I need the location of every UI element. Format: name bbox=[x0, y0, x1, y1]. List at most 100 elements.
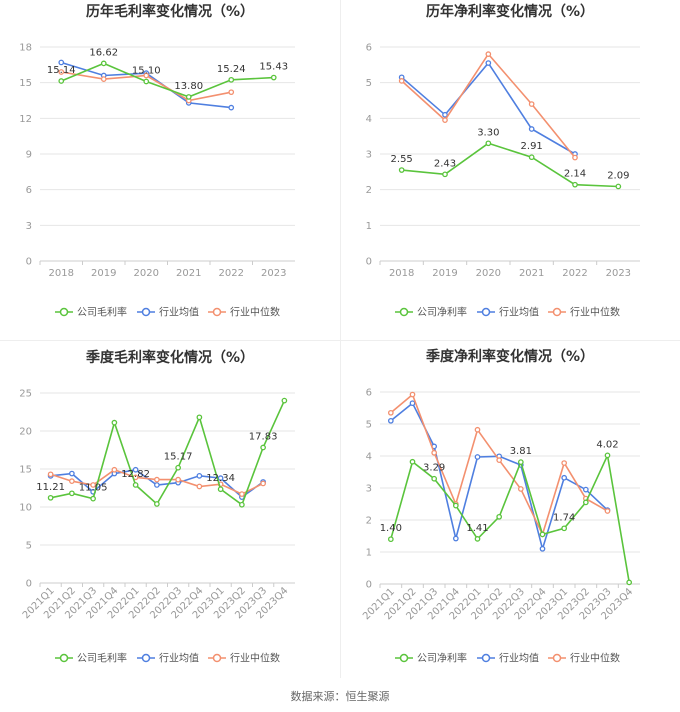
data-point-median bbox=[196, 483, 203, 490]
y-tick-label: 12 bbox=[19, 114, 32, 125]
data-point-median bbox=[154, 476, 160, 483]
legend-label: 行业中位数 bbox=[570, 652, 620, 665]
legend-label: 行业均值 bbox=[499, 306, 539, 319]
data-point-avg bbox=[474, 454, 481, 460]
y-tick-label: 6 bbox=[366, 43, 372, 54]
y-tick-label: 3 bbox=[26, 221, 32, 232]
data-point-company bbox=[196, 414, 203, 421]
data-point-median bbox=[528, 101, 535, 107]
chart-panel-3: 季度毛利率变化情况（%）05101520252021Q12021Q22021Q3… bbox=[19, 349, 295, 665]
data-point-median bbox=[485, 51, 492, 57]
data-point-company bbox=[387, 536, 394, 543]
legend-swatch-marker bbox=[399, 307, 409, 317]
data-point-company bbox=[281, 397, 288, 404]
y-tick-label: 0 bbox=[26, 257, 32, 268]
legend-label: 行业中位数 bbox=[570, 306, 620, 319]
data-label: 15.10 bbox=[132, 65, 161, 76]
data-point-company bbox=[239, 501, 245, 508]
y-tick-label: 5 bbox=[366, 420, 372, 431]
legend-swatch-marker bbox=[552, 653, 562, 663]
y-tick-label: 4 bbox=[366, 114, 372, 125]
data-point-company bbox=[582, 499, 589, 506]
x-tick-label: 2019 bbox=[91, 268, 116, 279]
legend-swatch-marker bbox=[59, 653, 69, 663]
legend-swatch-marker bbox=[481, 307, 491, 317]
data-point-company bbox=[260, 444, 266, 451]
data-point-company bbox=[474, 536, 481, 542]
data-point-company bbox=[398, 167, 405, 173]
legend-swatch-marker bbox=[552, 307, 562, 317]
data-point-avg bbox=[452, 535, 459, 542]
data-point-company bbox=[615, 183, 622, 190]
y-tick-label: 0 bbox=[366, 580, 372, 591]
data-label: 15.24 bbox=[217, 64, 246, 75]
x-tick-label: 2019 bbox=[432, 268, 457, 279]
y-tick-label: 5 bbox=[366, 78, 372, 89]
y-tick-label: 4 bbox=[366, 452, 372, 463]
data-label: 2.91 bbox=[521, 141, 543, 152]
x-tick-label: 2021 bbox=[519, 268, 544, 279]
y-tick-label: 20 bbox=[19, 427, 32, 438]
data-point-avg bbox=[132, 466, 139, 473]
data-label: 2.14 bbox=[564, 169, 586, 180]
data-label: 17.83 bbox=[249, 431, 278, 442]
data-point-company bbox=[626, 579, 633, 586]
data-point-avg bbox=[196, 472, 203, 479]
data-point-median bbox=[561, 460, 568, 466]
data-point-company bbox=[217, 486, 224, 493]
data-point-median bbox=[239, 491, 245, 497]
series-line-company bbox=[60, 62, 274, 98]
legend-label: 公司毛利率 bbox=[77, 306, 127, 319]
data-point-company bbox=[442, 171, 448, 178]
data-point-company bbox=[561, 525, 568, 532]
legend-label: 公司净利率 bbox=[417, 306, 467, 319]
data-point-median bbox=[409, 391, 416, 398]
legend-label: 行业均值 bbox=[499, 652, 539, 665]
series-line-company bbox=[50, 400, 286, 506]
data-point-median bbox=[431, 449, 438, 456]
data-point-avg bbox=[409, 400, 416, 407]
y-tick-label: 18 bbox=[19, 43, 32, 54]
data-label: 2.55 bbox=[391, 154, 413, 165]
y-tick-label: 1 bbox=[366, 548, 372, 559]
data-point-company bbox=[270, 74, 277, 81]
chart-panel-1: 历年毛利率变化情况（%） 0 3 6 9 12 15 18 2018 2019 2020 2021 20… bbox=[19, 3, 295, 319]
data-point-company bbox=[517, 459, 524, 465]
data-point-company bbox=[143, 78, 150, 85]
chart-title: 历年毛利率变化情况（%） bbox=[86, 3, 254, 20]
data-label: 16.62 bbox=[89, 47, 118, 58]
chart-title: 历年净利率变化情况（%） bbox=[426, 3, 594, 20]
y-tick-label: 3 bbox=[366, 150, 372, 161]
series-line-avg bbox=[401, 61, 576, 155]
data-point-avg bbox=[528, 126, 535, 132]
data-point-avg bbox=[582, 486, 589, 493]
data-point-company bbox=[58, 78, 65, 84]
data-point-avg bbox=[154, 482, 160, 488]
y-tick-label: 10 bbox=[19, 503, 32, 514]
y-tick-label: 15 bbox=[19, 78, 32, 89]
data-point-avg bbox=[442, 111, 448, 118]
y-tick-label: 15 bbox=[19, 465, 32, 476]
y-tick-label: 9 bbox=[26, 150, 32, 161]
y-tick-label: 5 bbox=[26, 541, 32, 552]
data-point-company bbox=[528, 154, 535, 161]
legend-swatch-marker bbox=[141, 307, 151, 317]
data-point-company bbox=[111, 419, 118, 426]
data-label: 13.80 bbox=[174, 81, 203, 92]
x-tick-label: 2023 bbox=[606, 268, 631, 279]
legend-label: 公司毛利率 bbox=[77, 652, 127, 665]
data-point-avg bbox=[217, 475, 224, 481]
data-label: 15.14 bbox=[47, 65, 76, 76]
legend-swatch-marker bbox=[481, 653, 491, 663]
y-tick-label: 1 bbox=[366, 221, 372, 232]
data-label: 1.41 bbox=[466, 523, 488, 534]
chart-title: 季度毛利率变化情况（%） bbox=[85, 349, 254, 366]
vertical-divider bbox=[340, 0, 341, 678]
data-label: 2.43 bbox=[434, 158, 456, 169]
data-label: 12.82 bbox=[121, 469, 150, 480]
data-point-avg bbox=[58, 59, 65, 66]
data-point-avg bbox=[69, 470, 75, 477]
data-label: 11.05 bbox=[79, 483, 108, 494]
data-point-median bbox=[496, 457, 503, 464]
